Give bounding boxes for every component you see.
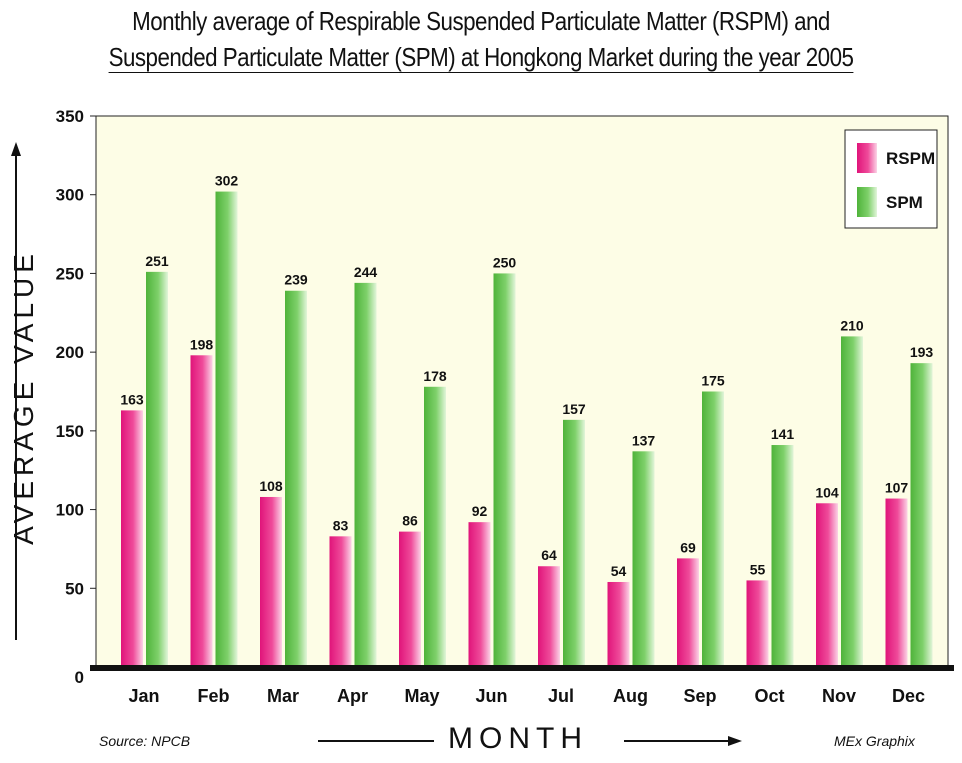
data-label-rspm-dec: 107 [885,480,909,496]
bar-rspm-aug [607,581,630,667]
bars: 163 251 198 302 108 239 83 244 86 178 92 250 64 157 54… [120,173,933,667]
data-label-spm-oct: 141 [771,426,795,442]
bar-spm-nov [841,336,863,667]
bar-spm-sep [702,391,724,667]
x-axis-baseline [90,665,954,671]
y-axis: 0 50 100 150 200 250 300 350 [56,107,96,687]
data-label-spm-feb: 302 [215,173,239,189]
x-axis-label: MONTH [448,722,588,755]
legend-swatch-spm [857,187,877,217]
bar-rspm-mar [260,496,282,667]
bar-rspm-jul [538,566,560,667]
data-label-rspm-sep: 69 [680,539,696,555]
y-tick-label-350: 350 [56,107,84,126]
bar-rspm-jun [468,522,491,667]
data-label-rspm-may: 86 [402,513,418,529]
x-axis: Jan Feb Mar Apr May Jun Jul Aug Sep Oct Nov Dec [90,665,954,706]
x-tick-label-jul: Jul [548,686,574,706]
x-arrow-head [728,736,742,746]
y-tick-label-250: 250 [56,264,84,283]
data-label-spm-dec: 193 [910,344,934,360]
data-label-spm-jun: 250 [493,254,517,270]
bar-spm-jul [563,419,585,667]
x-tick-label-jun: Jun [475,686,507,706]
y-tick-label-100: 100 [56,501,84,520]
data-label-spm-nov: 210 [840,317,864,333]
credit-note: MEx Graphix [834,733,915,749]
bar-rspm-may [399,531,421,667]
bar-spm-jun [493,273,516,667]
plot-area [95,115,949,668]
bar-spm-mar [285,290,307,667]
x-tick-label-may: May [404,686,439,706]
bar-spm-aug [632,451,655,667]
bar-spm-jan [146,271,168,667]
y-tick-label-0: 0 [75,668,84,687]
x-tick-label-jan: Jan [128,686,159,706]
data-label-rspm-jul: 64 [541,547,557,563]
source-note: Source: NPCB [99,733,191,749]
legend-label-spm: SPM [886,193,923,212]
legend: RSPM SPM [844,129,938,229]
x-tick-label-aug: Aug [613,686,648,706]
y-tick-label-300: 300 [56,186,84,205]
bar-spm-oct [771,445,794,667]
x-tick-label-apr: Apr [337,686,368,706]
axis-arrows [11,142,742,746]
data-label-rspm-jan: 163 [120,391,144,407]
data-label-rspm-jun: 92 [472,503,488,519]
data-label-rspm-feb: 198 [190,336,214,352]
data-label-spm-sep: 175 [701,373,725,389]
data-label-rspm-nov: 104 [815,484,839,500]
x-tick-label-nov: Nov [822,686,856,706]
y-tick-label-150: 150 [56,422,84,441]
legend-swatch-rspm [857,143,877,173]
bar-rspm-jan [121,410,143,667]
y-tick-label-200: 200 [56,343,84,362]
bar-rspm-nov [816,503,838,667]
x-tick-label-oct: Oct [754,686,784,706]
x-tick-label-mar: Mar [267,686,299,706]
data-label-spm-apr: 244 [354,264,378,280]
data-label-rspm-mar: 108 [259,478,283,494]
data-label-spm-aug: 137 [632,432,656,448]
bar-rspm-sep [677,558,699,667]
x-tick-label-sep: Sep [683,686,716,706]
data-label-rspm-aug: 54 [611,563,627,579]
y-tick-label-50: 50 [65,579,84,598]
data-label-spm-jan: 251 [145,253,169,269]
bar-rspm-feb [190,355,213,667]
bar-rspm-dec [885,498,908,667]
x-tick-label-dec: Dec [892,686,925,706]
data-label-rspm-oct: 55 [750,561,766,577]
bar-spm-may [424,386,446,667]
data-label-spm-mar: 239 [284,272,308,288]
bar-spm-feb [215,191,238,667]
chart-title-line-2: Suspended Particulate Matter (SPM) at Ho… [67,42,894,73]
data-label-spm-may: 178 [423,368,447,384]
data-label-spm-jul: 157 [562,401,586,417]
chart-title-line-1: Monthly average of Respirable Suspended … [132,6,830,36]
chart-title-line-2-text: Suspended Particulate Matter (SPM) at Ho… [108,42,854,72]
x-tick-label-feb: Feb [197,686,229,706]
bar-rspm-oct [746,580,769,667]
data-label-rspm-apr: 83 [333,517,349,533]
bar-spm-dec [910,363,933,667]
y-arrow-head [11,142,21,156]
bar-rspm-apr [329,536,352,667]
bar-spm-apr [354,282,377,667]
y-axis-label: AVERAGE VALUE [8,249,39,545]
legend-label-rspm: RSPM [886,149,935,168]
